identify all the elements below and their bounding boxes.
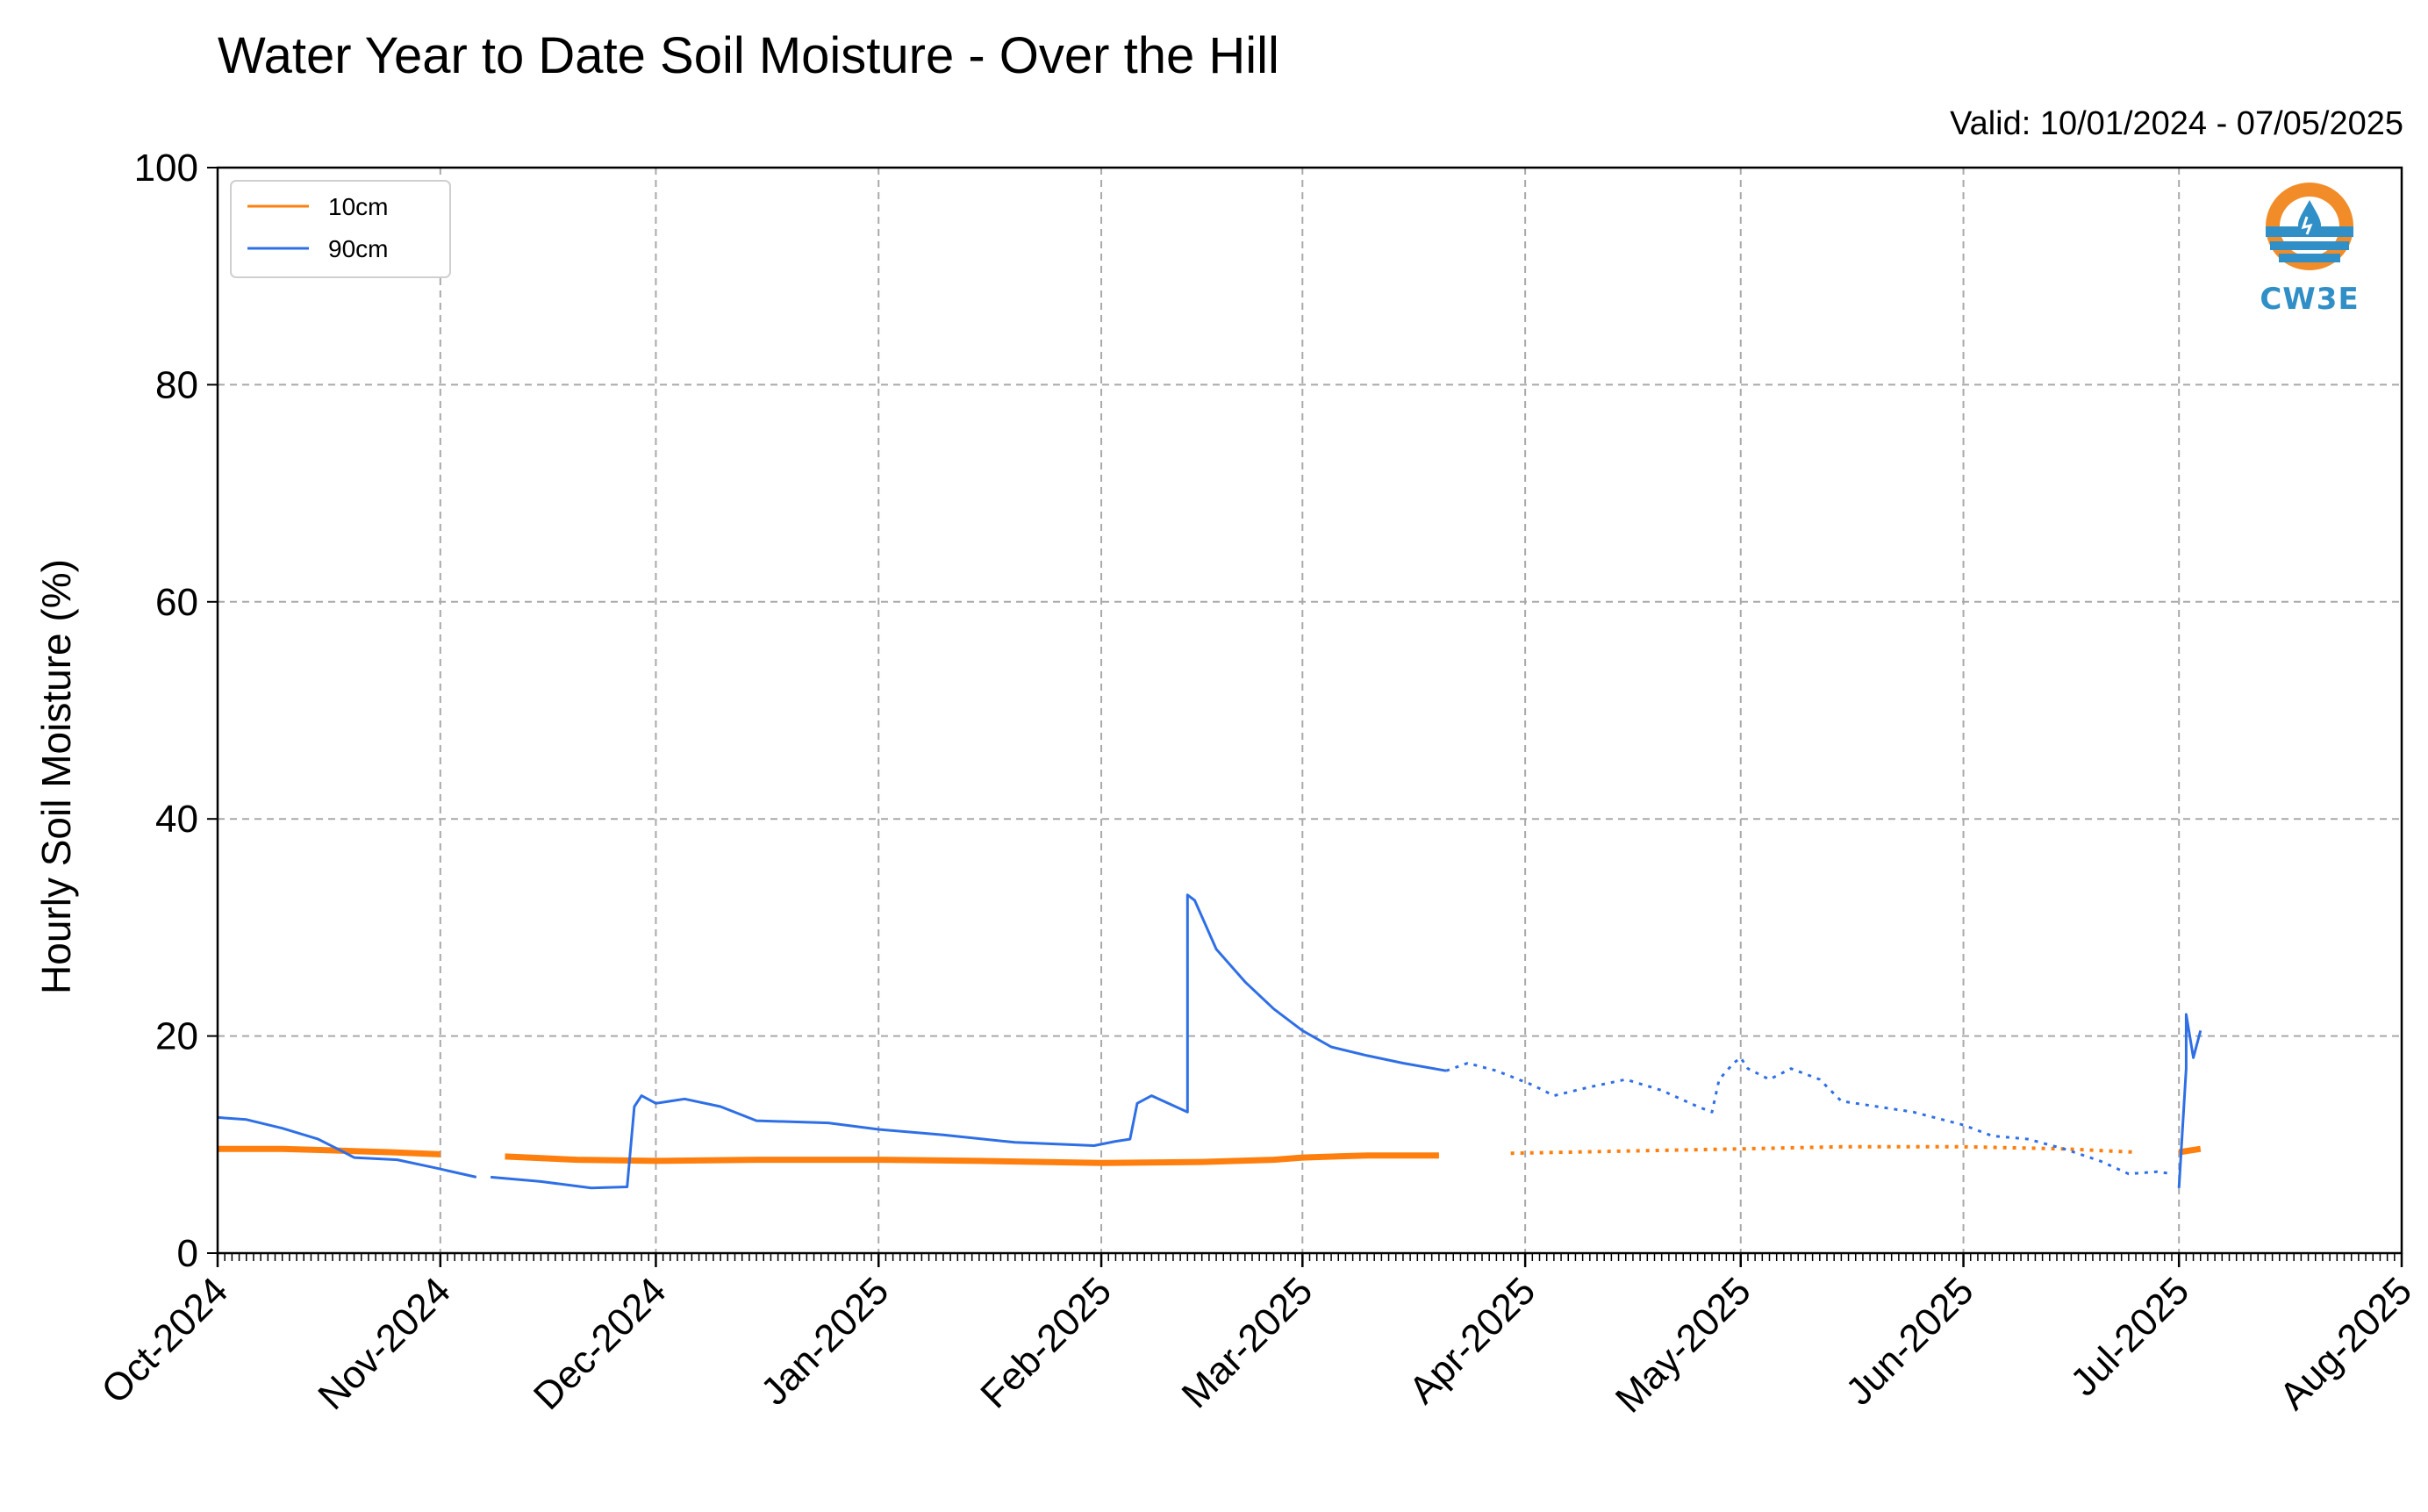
axes-layer: 0 20 40 60 80 100 Oct-2024 Nov-2024 Dec-2024 Jan-… [93,147,2420,1421]
x-tick-label: May-2025 [1608,1269,1759,1421]
x-tick-label: Feb-2025 [972,1269,1120,1416]
x-tick-label: Jun-2025 [1837,1269,1981,1413]
line-90cm-solid [2177,1013,2202,1188]
y-tick-label: 0 [177,1232,198,1275]
line-10cm-solid [218,1145,440,1157]
y-tick-label: 80 [155,363,198,406]
line-90cm-solid [490,893,1447,1190]
series-layer [217,893,2202,1190]
y-tick-label: 100 [134,147,198,190]
line-10cm-dotted [1510,1144,2137,1156]
y-tick-label: 60 [155,581,198,624]
line-90cm-dotted [1445,1056,2173,1176]
valid-date-range: Valid: 10/01/2024 - 07/05/2025 [1950,105,2403,142]
legend-label-90cm: 90cm [328,235,388,262]
x-tick-label: Aug-2025 [2271,1269,2420,1418]
series-10cm [218,1144,2202,1166]
legend: 10cm 90cm [230,180,451,278]
chart-title: Water Year to Date Soil Moisture - Over … [218,27,1279,84]
y-tick-label: 40 [155,798,198,841]
y-tick-label: 20 [155,1015,198,1058]
series-90cm [217,893,2202,1190]
grid-layer [218,168,2402,1253]
x-tick-label: Mar-2025 [1174,1269,1321,1416]
y-axis-label: Hourly Soil Moisture (%) [33,559,79,994]
x-tick-label: Nov-2024 [310,1269,459,1418]
line-90cm-solid [217,1115,477,1179]
x-minor-ticks [217,1253,2403,1261]
x-tick-label: Jul-2025 [2062,1269,2197,1404]
legend-label-10cm: 10cm [328,193,388,220]
cw3e-logo: CW3E [2253,178,2367,319]
x-tick-label: Dec-2024 [526,1269,675,1418]
x-tick-label: Oct-2024 [93,1269,236,1412]
line-10cm-solid [2178,1145,2202,1156]
logo-text: CW3E [2260,282,2360,317]
x-tick-label: Apr-2025 [1401,1269,1544,1412]
line-10cm-solid [505,1152,1439,1166]
water-drop-logo-icon [2266,183,2353,270]
plot-frame [216,166,2403,1255]
x-tick-label: Jan-2025 [753,1269,897,1413]
